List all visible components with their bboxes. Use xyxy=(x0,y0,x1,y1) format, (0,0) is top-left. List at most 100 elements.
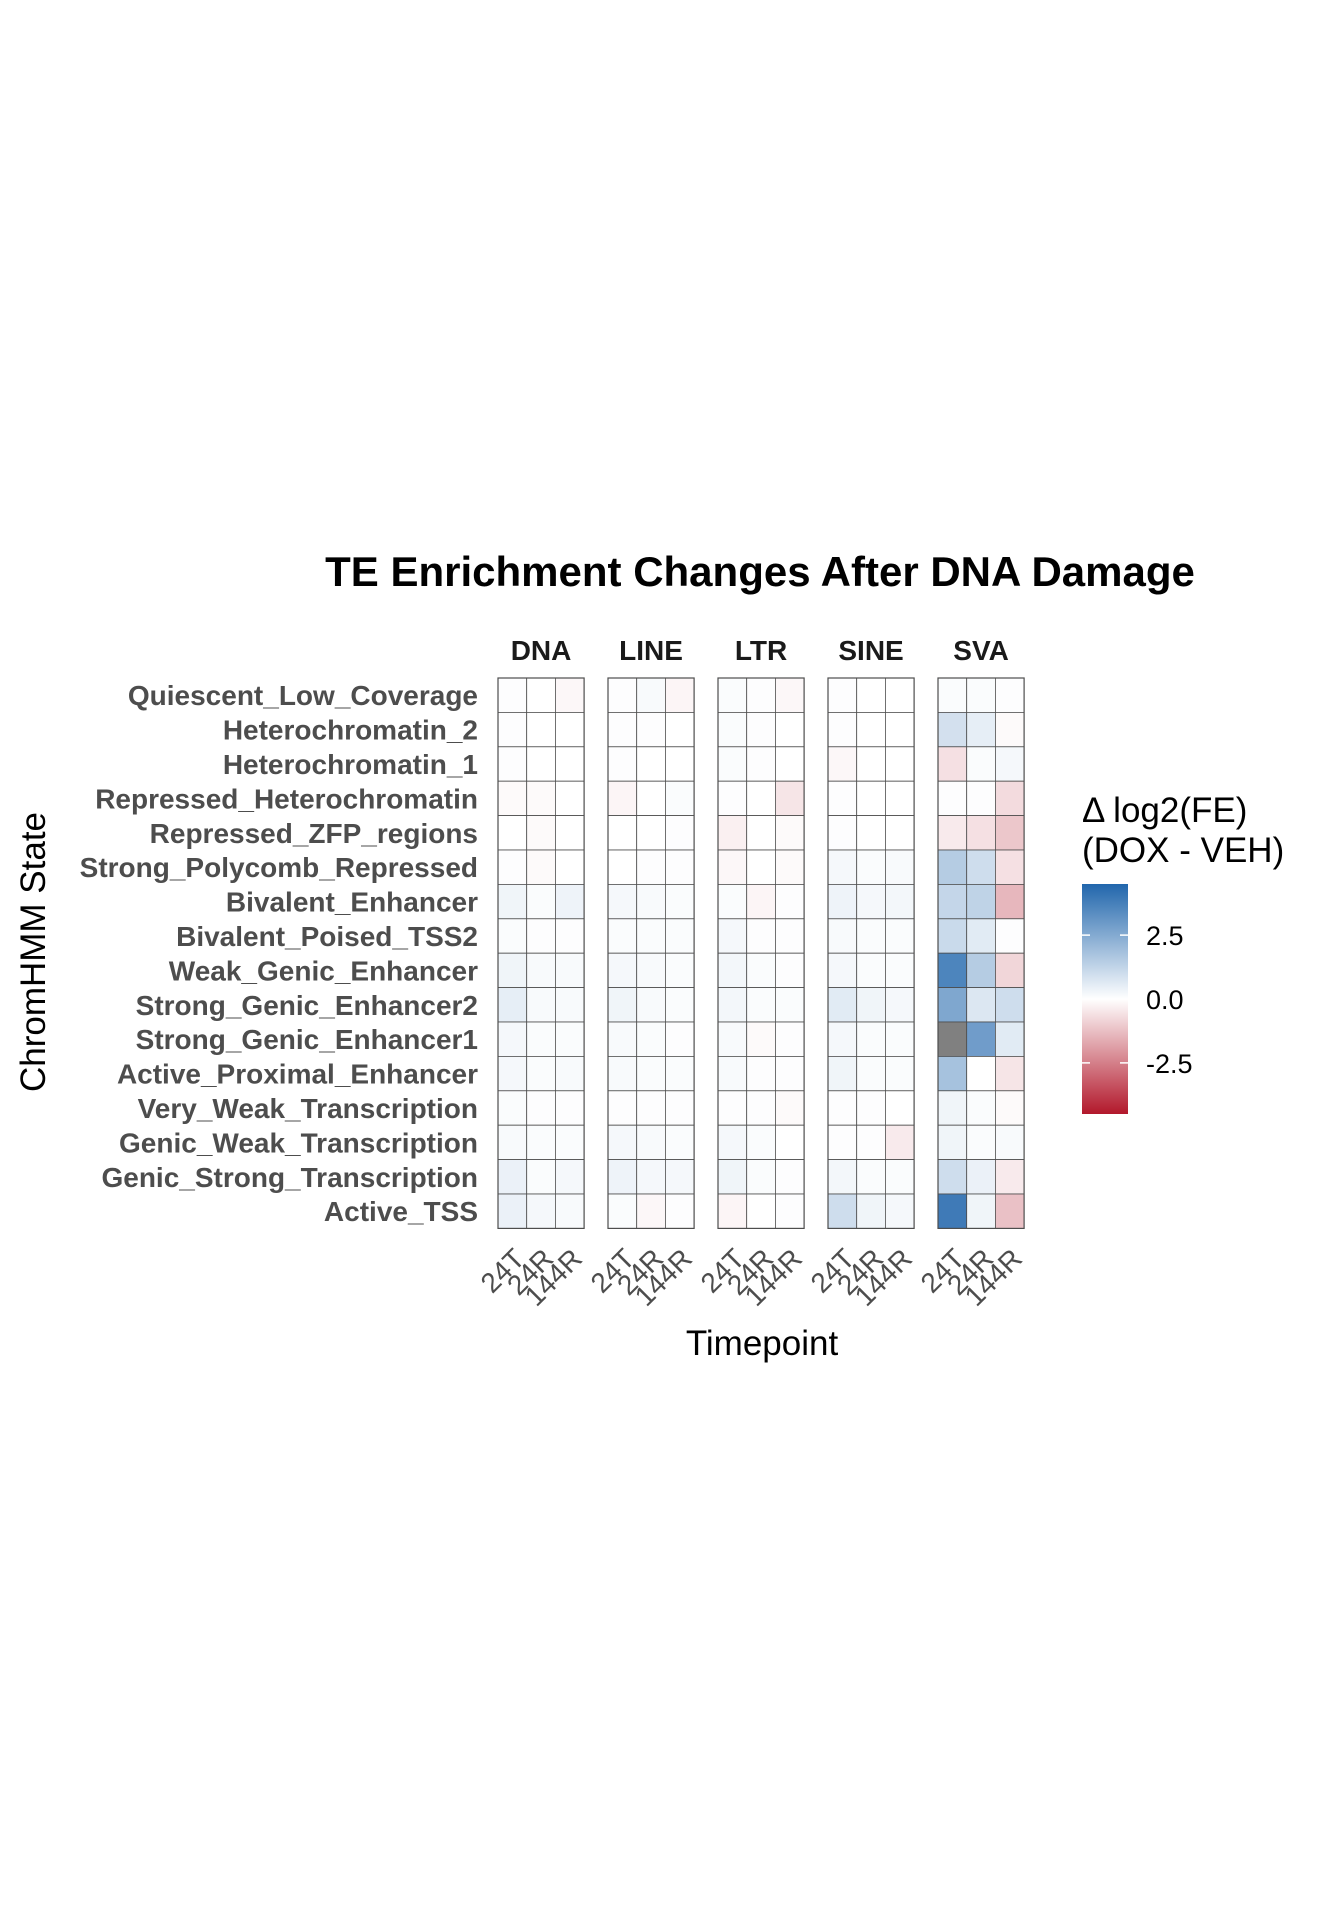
cell-sva-24r-3 xyxy=(966,780,996,817)
cell-line-24r-9 xyxy=(636,987,666,1023)
panel-border-sva xyxy=(937,677,1025,1230)
cell-sine-144r-14 xyxy=(885,1159,915,1195)
cell-sine-24t-8 xyxy=(827,952,858,989)
cell-dna-24r-2 xyxy=(526,746,556,782)
cell-ltr-144r-3 xyxy=(775,780,805,817)
cell-sine-144r-11 xyxy=(885,1056,915,1092)
cell-sine-24r-15 xyxy=(856,1193,886,1229)
cell-sva-144r-5 xyxy=(995,849,1025,885)
cell-sva-144r-8 xyxy=(995,952,1025,989)
cell-line-24t-12 xyxy=(607,1090,638,1126)
cell-dna-144r-11 xyxy=(555,1056,585,1092)
row-label-very-weak-transcription: Very_Weak_Transcription xyxy=(138,1093,478,1124)
cell-sva-24t-3 xyxy=(937,780,968,817)
row-label-heterochromatin-1: Heterochromatin_1 xyxy=(223,749,478,780)
cell-line-144r-5 xyxy=(665,849,695,885)
cell-sine-144r-1 xyxy=(885,712,915,748)
facet-label-sva: SVA xyxy=(953,635,1009,666)
cell-line-144r-13 xyxy=(665,1124,695,1160)
panel-border-dna xyxy=(497,677,585,1230)
cell-ltr-24t-7 xyxy=(717,918,748,954)
cell-sva-24r-9 xyxy=(966,987,996,1023)
cell-sva-24r-12 xyxy=(966,1090,996,1126)
cell-ltr-24r-15 xyxy=(746,1193,776,1229)
cell-dna-24t-10 xyxy=(497,1021,528,1057)
cell-sva-144r-10 xyxy=(995,1021,1025,1057)
cell-sva-24t-9 xyxy=(937,987,968,1023)
cell-line-24t-1 xyxy=(607,712,638,748)
cell-sine-24r-2 xyxy=(856,746,886,782)
cell-sine-24r-12 xyxy=(856,1090,886,1126)
cell-sine-24t-10 xyxy=(827,1021,858,1057)
cell-sine-24t-3 xyxy=(827,780,858,817)
cell-ltr-24t-14 xyxy=(717,1159,748,1195)
cell-line-24t-4 xyxy=(607,815,638,851)
cell-line-24r-10 xyxy=(636,1021,666,1057)
cell-ltr-24r-14 xyxy=(746,1159,776,1195)
cell-sine-24t-15 xyxy=(827,1193,858,1229)
cell-line-144r-14 xyxy=(665,1159,695,1195)
cell-line-24r-12 xyxy=(636,1090,666,1126)
cell-sine-144r-13 xyxy=(885,1124,915,1160)
cell-ltr-144r-1 xyxy=(775,712,805,748)
cell-line-24r-1 xyxy=(636,712,666,748)
cell-sine-24t-1 xyxy=(827,712,858,748)
legend-ticks: 2.5 0.0 -2.5 xyxy=(1082,921,1193,1079)
cell-ltr-24t-10 xyxy=(717,1021,748,1057)
cell-sva-24r-11 xyxy=(966,1056,996,1092)
facet-label-sine: SINE xyxy=(838,635,903,666)
cell-dna-24r-13 xyxy=(526,1124,556,1160)
cell-line-24t-14 xyxy=(607,1159,638,1195)
cell-ltr-24r-12 xyxy=(746,1090,776,1126)
cell-sine-24t-11 xyxy=(827,1056,858,1092)
cell-dna-24r-12 xyxy=(526,1090,556,1126)
panel-border-ltr xyxy=(717,677,805,1230)
cell-line-144r-11 xyxy=(665,1056,695,1092)
cell-dna-24r-9 xyxy=(526,987,556,1023)
cell-sva-24t-8 xyxy=(937,952,968,989)
cell-ltr-24t-13 xyxy=(717,1124,748,1160)
cell-ltr-144r-4 xyxy=(775,815,805,851)
cell-sine-24r-10 xyxy=(856,1021,886,1057)
cell-dna-24t-15 xyxy=(497,1193,528,1229)
cell-line-24r-6 xyxy=(636,884,666,920)
cell-dna-24t-0 xyxy=(497,677,528,713)
row-label-quiescent-low-coverage: Quiescent_Low_Coverage xyxy=(128,680,478,711)
cell-sine-24r-9 xyxy=(856,987,886,1023)
cell-dna-144r-10 xyxy=(555,1021,585,1057)
cell-line-144r-15 xyxy=(665,1193,695,1229)
cell-sine-24t-2 xyxy=(827,746,858,782)
cell-line-144r-0 xyxy=(665,677,695,713)
cell-line-24r-5 xyxy=(636,849,666,885)
cell-sine-144r-6 xyxy=(885,884,915,920)
cell-line-24t-13 xyxy=(607,1124,638,1160)
legend-tick-label: 0.0 xyxy=(1146,985,1184,1015)
cell-dna-24t-9 xyxy=(497,987,528,1023)
cell-dna-24r-5 xyxy=(526,849,556,885)
cell-ltr-144r-12 xyxy=(775,1090,805,1126)
cell-line-24t-3 xyxy=(607,780,638,817)
y-axis-title: ChromHMM State xyxy=(14,812,53,1092)
cell-sva-144r-15 xyxy=(995,1193,1025,1229)
row-label-heterochromatin-2: Heterochromatin_2 xyxy=(223,715,478,746)
cell-dna-24r-11 xyxy=(526,1056,556,1092)
cell-sva-24t-12 xyxy=(937,1090,968,1126)
cell-ltr-144r-8 xyxy=(775,952,805,989)
cell-dna-24r-14 xyxy=(526,1159,556,1195)
cell-ltr-24r-11 xyxy=(746,1056,776,1092)
cell-sva-24t-13 xyxy=(937,1124,968,1160)
cell-ltr-24t-6 xyxy=(717,884,748,920)
cell-dna-24t-12 xyxy=(497,1090,528,1126)
cell-dna-144r-9 xyxy=(555,987,585,1023)
facet-label-dna: DNA xyxy=(511,635,572,666)
cell-sva-144r-6 xyxy=(995,884,1025,920)
cell-line-24r-3 xyxy=(636,780,666,817)
cell-dna-144r-7 xyxy=(555,918,585,954)
cell-line-144r-10 xyxy=(665,1021,695,1057)
cell-ltr-144r-7 xyxy=(775,918,805,954)
row-label-bivalent-enhancer: Bivalent_Enhancer xyxy=(226,887,478,918)
cell-sine-24r-13 xyxy=(856,1124,886,1160)
cell-ltr-144r-9 xyxy=(775,987,805,1023)
